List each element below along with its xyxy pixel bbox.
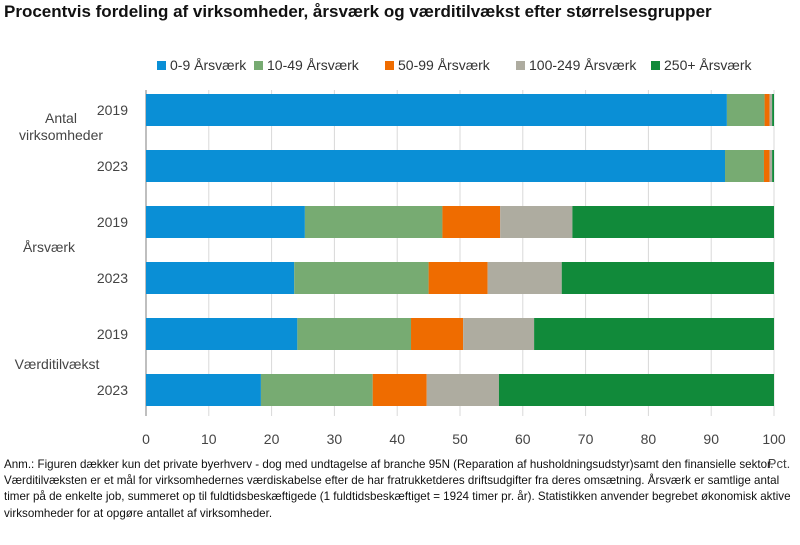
bar-segment — [561, 262, 774, 294]
category-label: 2019 — [97, 326, 128, 342]
x-tick-label: 20 — [264, 431, 280, 447]
x-tick-label: 70 — [578, 431, 594, 447]
bar-segment — [411, 318, 464, 350]
group-label-line: virksomheder — [19, 127, 103, 143]
bar-segment — [146, 318, 298, 350]
chart-title: Procentvis fordeling af virksomheder, år… — [4, 2, 712, 21]
x-tick-label: 30 — [327, 431, 343, 447]
bar-segment — [146, 94, 727, 126]
bar-segment — [487, 262, 562, 294]
bar-segment — [372, 374, 427, 406]
bar-segment — [463, 318, 535, 350]
bar-segment — [764, 94, 770, 126]
x-tick-label: 10 — [201, 431, 217, 447]
bar-segment — [572, 206, 774, 238]
bar-segment — [428, 262, 488, 294]
legend-swatch — [254, 61, 263, 70]
bar-segment — [726, 94, 765, 126]
legend-swatch — [385, 61, 394, 70]
category-label: 2019 — [97, 102, 128, 118]
bar-segment — [146, 262, 295, 294]
x-tick-label: 90 — [703, 431, 719, 447]
bar-segment — [763, 150, 770, 182]
legend-swatch — [516, 61, 525, 70]
bar-segment — [146, 374, 261, 406]
bar-segment — [772, 150, 774, 182]
category-label: 2023 — [97, 270, 128, 286]
bar-segment — [442, 206, 501, 238]
bar-segment — [534, 318, 774, 350]
legend-swatch — [157, 61, 166, 70]
x-tick-label: 50 — [452, 431, 468, 447]
bar-segment — [297, 318, 412, 350]
legend-label: 0-9 Årsværk — [170, 57, 247, 73]
bar-segment — [294, 262, 429, 294]
x-tick-label: 40 — [389, 431, 405, 447]
legend-label: 250+ Årsværk — [664, 57, 753, 73]
x-tick-label: 60 — [515, 431, 531, 447]
bar-segment — [769, 94, 773, 126]
category-label: 2019 — [97, 214, 128, 230]
legend-label: 50-99 Årsværk — [398, 57, 491, 73]
group-label-line: Antal — [45, 110, 77, 126]
legend-swatch — [651, 61, 660, 70]
group-label: Årsværk — [23, 239, 76, 255]
bar-segment — [260, 374, 373, 406]
bar-segment — [304, 206, 443, 238]
bar-segment — [769, 150, 773, 182]
bar-segment — [725, 150, 764, 182]
category-label: 2023 — [97, 382, 128, 398]
bar-segment — [146, 206, 305, 238]
bar-segment — [500, 206, 573, 238]
x-tick-label: 100 — [762, 431, 786, 447]
x-axis-label: Pct. — [768, 456, 790, 471]
legend-label: 100-249 Årsværk — [529, 57, 637, 73]
bar-segment — [146, 150, 726, 182]
bar-segment — [498, 374, 774, 406]
footnote: Anm.: Figuren dækker kun det private bye… — [4, 458, 791, 520]
category-label: 2023 — [97, 158, 128, 174]
group-label: Værditilvækst — [15, 356, 100, 372]
bar-segment — [772, 94, 774, 126]
x-tick-label: 80 — [641, 431, 657, 447]
legend-label: 10-49 Årsværk — [267, 57, 360, 73]
x-tick-label: 0 — [142, 431, 150, 447]
bar-segment — [426, 374, 499, 406]
